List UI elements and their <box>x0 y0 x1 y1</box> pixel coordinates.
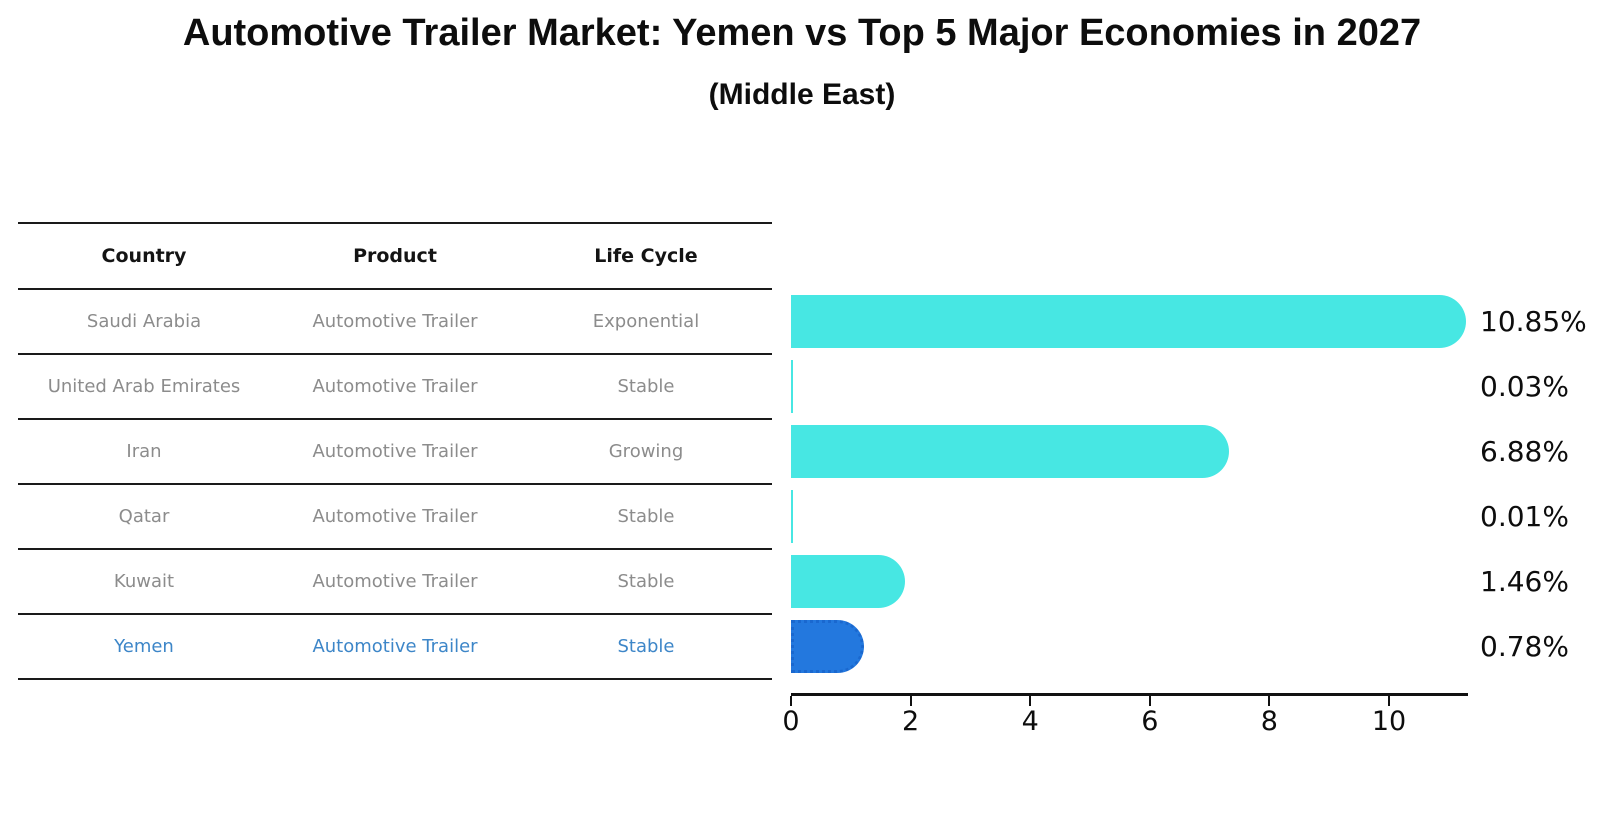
country-cell: Qatar <box>118 506 170 527</box>
life-cycle-cell: Stable <box>617 636 675 657</box>
table-header-row: Country Product Life Cycle <box>18 224 772 288</box>
row-divider <box>18 483 772 485</box>
value-label: 10.85% <box>1480 305 1587 338</box>
life-cycle-cell: Stable <box>617 571 675 592</box>
chart-title: Automotive Trailer Market: Yemen vs Top … <box>182 12 1422 54</box>
x-tick <box>1029 696 1032 706</box>
country-cell: United Arab Emirates <box>47 376 241 397</box>
x-tick-label: 4 <box>1021 706 1039 737</box>
row-divider <box>18 613 772 615</box>
product-cell: Automotive Trailer <box>312 311 478 332</box>
value-label: 1.46% <box>1480 565 1569 598</box>
x-tick <box>1388 696 1390 706</box>
x-tick <box>1268 696 1271 706</box>
life-cycle-cell: Stable <box>617 506 675 527</box>
x-axis-line <box>791 693 1468 696</box>
x-tick-label: 6 <box>1141 706 1159 737</box>
table-top-border <box>18 222 772 224</box>
bar-qatar <box>791 490 793 543</box>
table-header-border <box>18 288 772 290</box>
table-bottom-border <box>18 678 772 680</box>
bar-iran <box>791 425 1229 478</box>
table-row: United Arab Emirates Automotive Trailer … <box>18 355 772 418</box>
column-header-product: Product <box>353 245 437 267</box>
life-cycle-cell: Growing <box>608 441 684 462</box>
product-cell: Automotive Trailer <box>312 571 478 592</box>
table-row: Qatar Automotive Trailer Stable <box>18 485 772 548</box>
table-row: Kuwait Automotive Trailer Stable <box>18 550 772 613</box>
column-header-life-cycle: Life Cycle <box>594 245 698 267</box>
x-tick-label: 10 <box>1371 706 1407 737</box>
table-row: Iran Automotive Trailer Growing <box>18 420 772 483</box>
x-tick <box>790 696 792 706</box>
value-label: 6.88% <box>1480 435 1569 468</box>
table-row: Saudi Arabia Automotive Trailer Exponent… <box>18 290 772 353</box>
product-cell: Automotive Trailer <box>312 636 478 657</box>
product-cell: Automotive Trailer <box>312 441 478 462</box>
product-cell: Automotive Trailer <box>312 506 478 527</box>
country-cell: Yemen <box>114 636 174 657</box>
value-label: 0.78% <box>1480 630 1569 663</box>
country-cell: Kuwait <box>113 571 175 592</box>
row-divider <box>18 548 772 550</box>
bar-united-arab-emirates <box>791 360 793 413</box>
product-cell: Automotive Trailer <box>312 376 478 397</box>
x-tick-label: 8 <box>1260 706 1278 737</box>
life-cycle-cell: Stable <box>617 376 675 397</box>
chart-subtitle: (Middle East) <box>708 78 896 111</box>
bar-saudi-arabia <box>791 295 1467 348</box>
x-tick-label: 0 <box>782 706 800 737</box>
country-cell: Iran <box>126 441 162 462</box>
country-cell: Saudi Arabia <box>86 311 202 332</box>
x-tick <box>909 696 912 706</box>
bar-kuwait <box>791 555 905 608</box>
row-divider <box>18 418 772 420</box>
column-header-country: Country <box>101 245 187 267</box>
value-label: 0.03% <box>1480 370 1569 403</box>
table-row-yemen-highlighted: Yemen Automotive Trailer Stable <box>18 615 772 678</box>
row-divider <box>18 353 772 355</box>
bar-yemen <box>791 620 865 673</box>
x-tick <box>1148 696 1151 706</box>
x-tick-label: 2 <box>902 706 920 737</box>
value-label: 0.01% <box>1480 500 1569 533</box>
life-cycle-cell: Exponential <box>592 311 700 332</box>
